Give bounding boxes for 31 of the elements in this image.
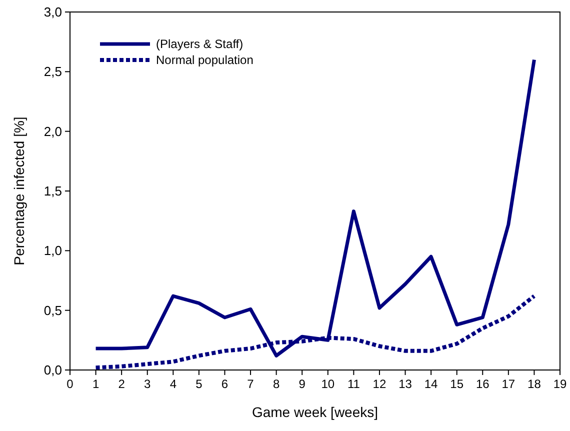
x-tick-label: 13 (398, 377, 412, 391)
legend-label: (Players & Staff) (156, 37, 244, 52)
x-tick-label: 3 (144, 377, 152, 391)
x-tick-label: 12 (372, 377, 386, 391)
x-axis-title: Game week [weeks] (252, 404, 378, 420)
x-tick-label: 11 (347, 377, 360, 391)
x-tick-label: 14 (424, 377, 438, 391)
x-tick-label: 16 (476, 377, 490, 391)
legend-label: Normal population (156, 53, 254, 68)
y-tick-label: 2,5 (44, 64, 62, 80)
x-tick-label: 10 (321, 377, 335, 391)
x-tick-label: 4 (170, 377, 177, 391)
x-tick-label: 5 (196, 377, 203, 391)
x-tick-label: 7 (247, 377, 254, 391)
x-tick-label: 0 (66, 377, 74, 391)
y-tick-label: 0,5 (44, 302, 62, 318)
y-tick-label: 1,5 (44, 184, 62, 199)
x-tick-label: 2 (118, 377, 126, 391)
x-tick-label: 19 (553, 377, 567, 391)
x-tick-label: 17 (502, 377, 516, 391)
y-tick-label: 2,0 (44, 124, 62, 139)
x-tick-label: 6 (221, 377, 228, 391)
x-tick-label: 1 (92, 377, 100, 391)
x-tick-label: 9 (298, 377, 306, 391)
x-tick-label: 18 (528, 377, 542, 391)
y-tick-label: 3,0 (44, 4, 62, 20)
x-tick-label: 15 (450, 377, 464, 391)
y-tick-label: 1,0 (44, 243, 62, 258)
y-axis-title: Percentage infected [%] (11, 116, 27, 266)
y-tick-label: 0,0 (44, 362, 62, 378)
x-tick-label: 8 (272, 377, 280, 391)
